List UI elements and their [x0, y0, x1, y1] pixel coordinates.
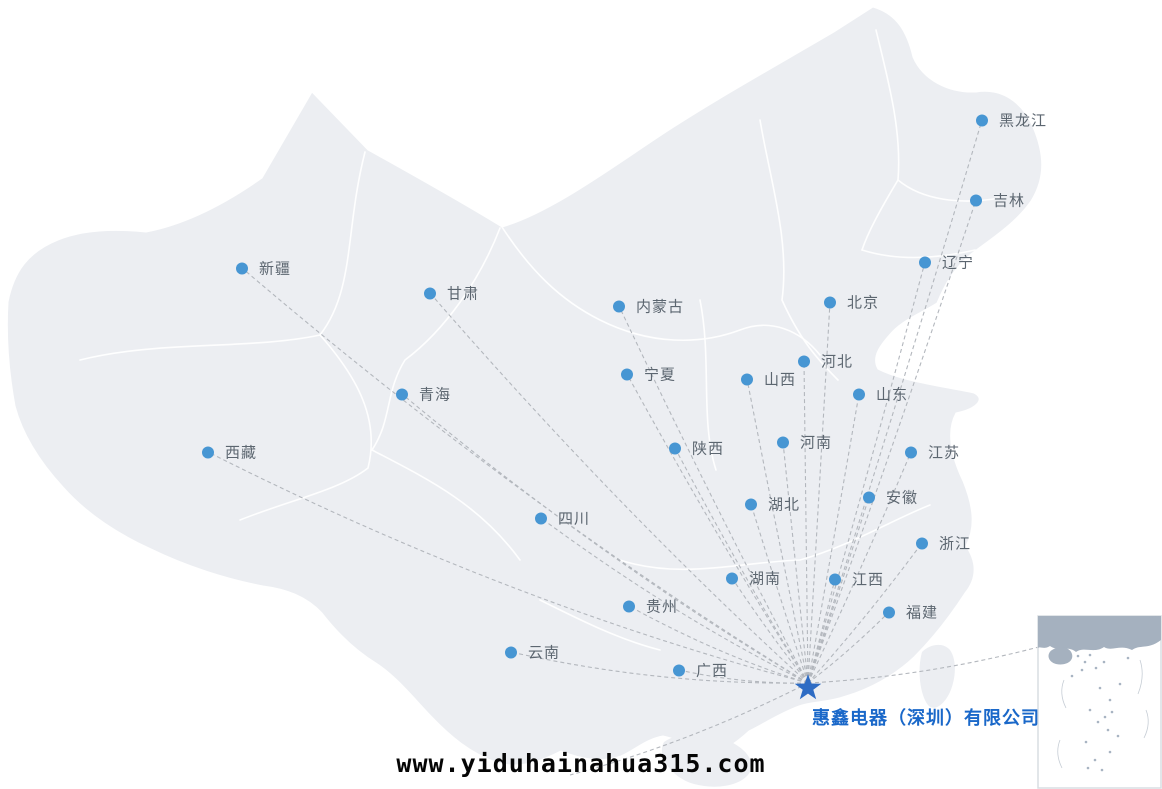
distribution-line [750, 503, 809, 684]
distribution-line [807, 451, 912, 684]
distribution-line [207, 451, 809, 684]
distribution-line [401, 393, 809, 684]
distribution-line [807, 578, 836, 684]
distribution-line [626, 373, 809, 684]
distribution-line [678, 669, 809, 684]
distribution-line [807, 611, 890, 684]
distribution-line [807, 636, 1076, 684]
taiwan-island-shape [919, 644, 955, 708]
china-mainland-shape [6, 6, 1043, 766]
distribution-lines [207, 119, 1076, 776]
company-label: 惠鑫电器（深圳）有限公司 [812, 708, 1040, 728]
distribution-line [807, 393, 860, 684]
distribution-line [782, 441, 809, 684]
distribution-line [807, 119, 983, 684]
distribution-line [628, 605, 809, 684]
province-borders [79, 29, 1001, 651]
distribution-line [803, 360, 809, 684]
distribution-line [807, 261, 926, 684]
company-star-icon [794, 674, 822, 700]
distribution-line [510, 651, 809, 684]
star-icon [794, 674, 822, 700]
distribution-line [807, 496, 870, 684]
distribution-line [674, 447, 809, 684]
distribution-line [807, 301, 831, 684]
distribution-line [807, 542, 923, 684]
distribution-line [746, 378, 809, 684]
distribution-line [731, 577, 809, 684]
south-china-sea-inset [1037, 615, 1162, 789]
hainan-island-shape [661, 733, 752, 787]
distribution-line [618, 305, 809, 684]
distribution-line [241, 267, 809, 684]
distribution-line [540, 517, 809, 684]
distribution-line [429, 292, 809, 684]
watermark-text: www.yiduhainahua315.com [396, 749, 766, 778]
